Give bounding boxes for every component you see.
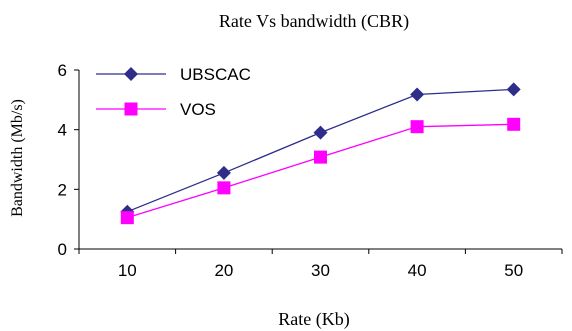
y-tick-group: 0 2 4 6 — [58, 61, 79, 259]
data-point-ubscac — [506, 82, 521, 97]
data-point-ubscac — [216, 165, 231, 180]
legend: UBSCAC VOS — [96, 65, 251, 119]
y-tick-label: 2 — [58, 180, 67, 199]
data-point-vos — [217, 181, 231, 195]
series-group — [120, 82, 521, 225]
legend-item-ubscac: UBSCAC — [96, 65, 251, 84]
y-tick-label: 6 — [58, 61, 67, 80]
data-point-vos — [120, 211, 134, 225]
data-point-vos — [410, 120, 424, 134]
x-tick-label: 20 — [214, 261, 233, 280]
y-tick-label: 0 — [58, 240, 67, 259]
x-tick-label: 10 — [118, 261, 137, 280]
y-tick-label: 4 — [58, 121, 67, 140]
plot-area: 0 2 4 6 10 20 30 40 50 — [58, 61, 563, 280]
chart-title: Rate Vs bandwidth (CBR) — [219, 11, 409, 32]
data-point-vos — [314, 150, 327, 164]
legend-label: VOS — [180, 100, 216, 119]
x-tick-label: 30 — [311, 261, 330, 280]
legend-marker — [124, 67, 138, 81]
legend-marker — [124, 102, 138, 116]
data-point-vos — [507, 117, 521, 131]
data-point-ubscac — [313, 125, 328, 140]
legend-item-vos: VOS — [96, 100, 216, 119]
y-axis-label: Bandwidth (Mb/s) — [9, 99, 26, 217]
x-tick-group: 10 20 30 40 50 — [78, 249, 563, 280]
series-ubscac — [120, 82, 521, 219]
x-tick-label: 40 — [408, 261, 427, 280]
series-vos — [120, 117, 521, 225]
legend-label: UBSCAC — [180, 65, 251, 84]
x-axis-label: Rate (Kb) — [278, 309, 349, 330]
data-point-ubscac — [410, 87, 425, 102]
x-tick-label: 50 — [504, 261, 523, 280]
